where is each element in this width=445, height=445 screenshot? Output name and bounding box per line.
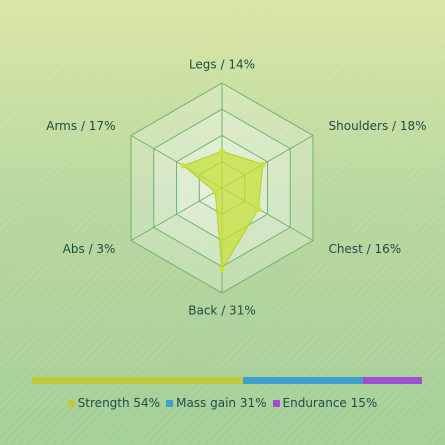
axis-label: Abs / 3%	[63, 242, 116, 256]
breakdown-bar	[32, 377, 422, 384]
legend-label: Endurance 15%	[282, 396, 378, 410]
legend-label: Mass gain 31%	[176, 396, 267, 410]
series-point	[260, 161, 266, 168]
legend-item: Strength 54%	[67, 396, 161, 410]
legend-item: Endurance 15%	[272, 396, 378, 410]
legend-label: Strength 54%	[77, 396, 161, 410]
series-point	[219, 266, 225, 273]
axis-label: Shoulders / 18%	[329, 119, 427, 133]
radar-axis-labels: Legs / 14% Shoulders / 18% Chest / 16% Back…	[46, 58, 426, 318]
axis-label: Chest / 16%	[329, 242, 402, 256]
legend: Strength 54% Mass gain 31% Endurance 15%	[0, 396, 445, 410]
series-point	[255, 206, 262, 212]
breakdown-segment	[32, 377, 243, 384]
series-point	[180, 162, 187, 169]
breakdown-segment	[363, 377, 422, 384]
radar-series	[180, 148, 266, 273]
series-point	[219, 148, 225, 155]
axis-label: Back / 31%	[188, 304, 255, 318]
grid-spoke	[130, 187, 223, 241]
legend-item: Mass gain 31%	[166, 396, 267, 410]
legend-swatch	[272, 399, 280, 407]
axis-label: Legs / 14%	[189, 58, 255, 72]
legend-swatch	[67, 399, 75, 407]
series-point	[212, 189, 218, 195]
legend-swatch	[166, 399, 174, 407]
breakdown-segment	[242, 377, 364, 384]
axis-label: Arms / 17%	[46, 119, 115, 133]
